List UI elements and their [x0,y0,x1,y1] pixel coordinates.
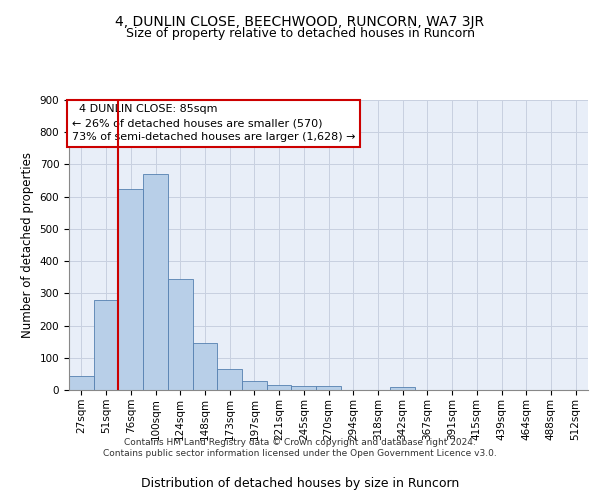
Bar [242,381,267,390]
Text: Size of property relative to detached houses in Runcorn: Size of property relative to detached ho… [125,28,475,40]
Bar [217,369,242,390]
Y-axis label: Number of detached properties: Number of detached properties [21,152,34,338]
Text: Contains HM Land Registry data © Crown copyright and database right 2024.
Contai: Contains HM Land Registry data © Crown c… [103,438,497,458]
Bar [292,386,316,390]
Bar [316,386,341,390]
Text: Distribution of detached houses by size in Runcorn: Distribution of detached houses by size … [141,477,459,490]
Bar [143,174,168,390]
Bar [94,300,118,390]
Bar [390,387,415,390]
Bar [69,376,94,390]
Bar [267,385,292,390]
Text: 4, DUNLIN CLOSE, BEECHWOOD, RUNCORN, WA7 3JR: 4, DUNLIN CLOSE, BEECHWOOD, RUNCORN, WA7… [115,15,485,29]
Bar [168,279,193,390]
Bar [118,188,143,390]
Text: 4 DUNLIN CLOSE: 85sqm
← 26% of detached houses are smaller (570)
73% of semi-det: 4 DUNLIN CLOSE: 85sqm ← 26% of detached … [71,104,355,142]
Bar [193,344,217,390]
